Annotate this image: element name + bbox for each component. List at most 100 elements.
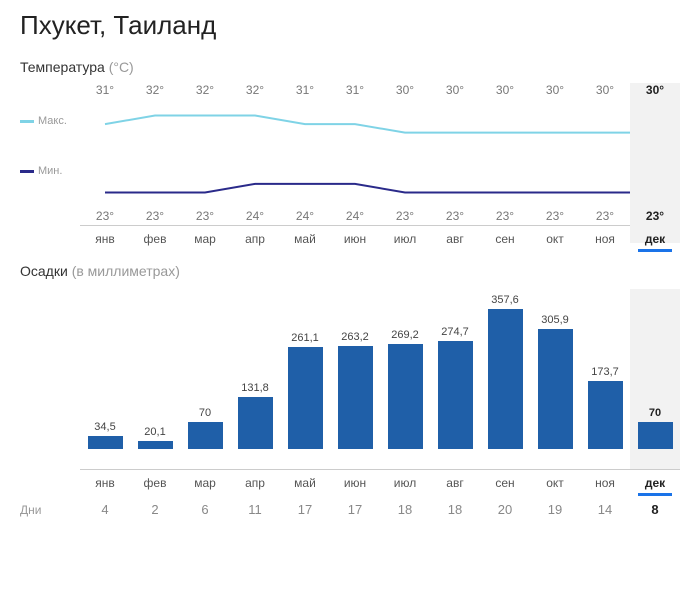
legend-max-swatch — [20, 120, 34, 123]
temp-max-value: 30° — [546, 83, 564, 97]
temp-min-value: 23° — [496, 209, 514, 223]
temp-max-value: 31° — [296, 83, 314, 97]
legend-max: Макс. — [20, 115, 67, 127]
precip-bar-cell: 305,9 — [530, 289, 580, 449]
month-cell[interactable]: мар — [180, 226, 230, 250]
month-cell[interactable]: сен — [480, 470, 530, 494]
temp-min-value: 23° — [596, 209, 614, 223]
rain-days-value: 11 — [230, 502, 280, 517]
temp-min-value: 24° — [296, 209, 314, 223]
month-cell[interactable]: ноя — [580, 470, 630, 494]
rain-days-value: 2 — [130, 502, 180, 517]
temp-min-value: 23° — [446, 209, 464, 223]
precip-bar — [538, 329, 573, 449]
precip-bar — [438, 341, 473, 449]
days-row: 42611171718182019148 — [80, 502, 680, 517]
precip-chart: 34,520,170131,8261,1263,2269,2274,7357,6… — [80, 289, 680, 517]
temp-max-value: 30° — [446, 83, 464, 97]
month-cell[interactable]: окт — [530, 226, 580, 250]
precip-bar-value: 274,7 — [441, 326, 469, 338]
precip-section-label: Осадки (в миллиметрах) — [20, 263, 680, 279]
precip-bar-value: 261,1 — [291, 332, 319, 344]
month-cell[interactable]: фев — [130, 470, 180, 494]
precip-bar-cell: 173,7 — [580, 289, 630, 449]
temp-min-value: 23° — [96, 209, 114, 223]
month-cell[interactable]: апр — [230, 470, 280, 494]
precip-bar-cell: 261,1 — [280, 289, 330, 449]
precip-bar-cell: 274,7 — [430, 289, 480, 449]
precip-bar — [88, 436, 123, 450]
precip-bar-value: 305,9 — [541, 314, 569, 326]
precip-bar — [138, 441, 173, 449]
month-cell[interactable]: июл — [380, 470, 430, 494]
temperature-section-label: Температура (°C) — [20, 59, 680, 75]
month-cell[interactable]: май — [280, 470, 330, 494]
precip-label-text: Осадки — [20, 263, 68, 279]
precip-bar-value: 20,1 — [144, 426, 165, 438]
rain-days-value: 17 — [280, 502, 330, 517]
temp-max-value: 32° — [196, 83, 214, 97]
temp-max-value: 30° — [646, 83, 664, 97]
precip-bar — [638, 422, 673, 449]
month-cell[interactable]: авг — [430, 226, 480, 250]
temp-min-value: 23° — [146, 209, 164, 223]
temp-max-value: 30° — [596, 83, 614, 97]
precip-bar — [288, 347, 323, 449]
month-cell[interactable]: дек — [630, 470, 680, 494]
precip-bar-cell: 357,6 — [480, 289, 530, 449]
legend-min-swatch — [20, 170, 34, 173]
temp-max-value: 30° — [496, 83, 514, 97]
precip-bars: 34,520,170131,8261,1263,2269,2274,7357,6… — [80, 289, 680, 449]
month-cell[interactable]: июн — [330, 226, 380, 250]
temp-min-value: 23° — [546, 209, 564, 223]
precip-bar-cell: 20,1 — [130, 289, 180, 449]
precip-bar-cell: 34,5 — [80, 289, 130, 449]
month-cell[interactable]: авг — [430, 470, 480, 494]
rain-days-value: 8 — [630, 502, 680, 517]
precip-bar-value: 269,2 — [391, 329, 419, 341]
temperature-month-row: янвфевмарапрмайиюниюлавгсеноктноядек — [80, 225, 680, 250]
rain-days-value: 20 — [480, 502, 530, 517]
month-cell[interactable]: сен — [480, 226, 530, 250]
precip-bar-cell: 70 — [180, 289, 230, 449]
temp-max-value: 31° — [96, 83, 114, 97]
month-cell[interactable]: июн — [330, 470, 380, 494]
precip-month-row: янвфевмарапрмайиюниюлавгсеноктноядек — [80, 469, 680, 494]
month-cell[interactable]: июл — [380, 226, 430, 250]
temp-min-value: 23° — [196, 209, 214, 223]
precip-bar-cell: 269,2 — [380, 289, 430, 449]
legend-max-label: Макс. — [38, 115, 67, 127]
precip-bar — [338, 346, 373, 449]
precip-bar-value: 70 — [649, 407, 661, 419]
month-cell[interactable]: ноя — [580, 226, 630, 250]
precip-bar-cell: 131,8 — [230, 289, 280, 449]
rain-days-value: 18 — [430, 502, 480, 517]
precip-bar-value: 357,6 — [491, 294, 519, 306]
month-cell[interactable]: янв — [80, 226, 130, 250]
legend-min-label: Мин. — [38, 165, 62, 177]
days-label: Дни — [20, 503, 80, 517]
legend-min: Мин. — [20, 165, 62, 177]
precip-bar — [188, 422, 223, 449]
month-cell[interactable]: апр — [230, 226, 280, 250]
temp-label-text: Температура — [20, 59, 105, 75]
rain-days-value: 17 — [330, 502, 380, 517]
page-title: Пхукет, Таиланд — [20, 10, 680, 41]
month-cell[interactable]: янв — [80, 470, 130, 494]
month-cell[interactable]: май — [280, 226, 330, 250]
temp-max-value: 32° — [146, 83, 164, 97]
month-cell[interactable]: дек — [630, 226, 680, 250]
rain-days-value: 4 — [80, 502, 130, 517]
precip-bar-value: 173,7 — [591, 366, 619, 378]
temp-unit: (°C) — [109, 59, 134, 75]
month-cell[interactable]: окт — [530, 470, 580, 494]
precip-bar-cell: 70 — [630, 289, 680, 449]
precip-bar-value: 131,8 — [241, 382, 269, 394]
precip-bar — [488, 309, 523, 449]
precip-unit: (в миллиметрах) — [72, 263, 180, 279]
month-cell[interactable]: мар — [180, 470, 230, 494]
month-cell[interactable]: фев — [130, 226, 180, 250]
precip-bar — [388, 344, 423, 449]
temp-min-value: 24° — [246, 209, 264, 223]
precip-bar-value: 70 — [199, 407, 211, 419]
